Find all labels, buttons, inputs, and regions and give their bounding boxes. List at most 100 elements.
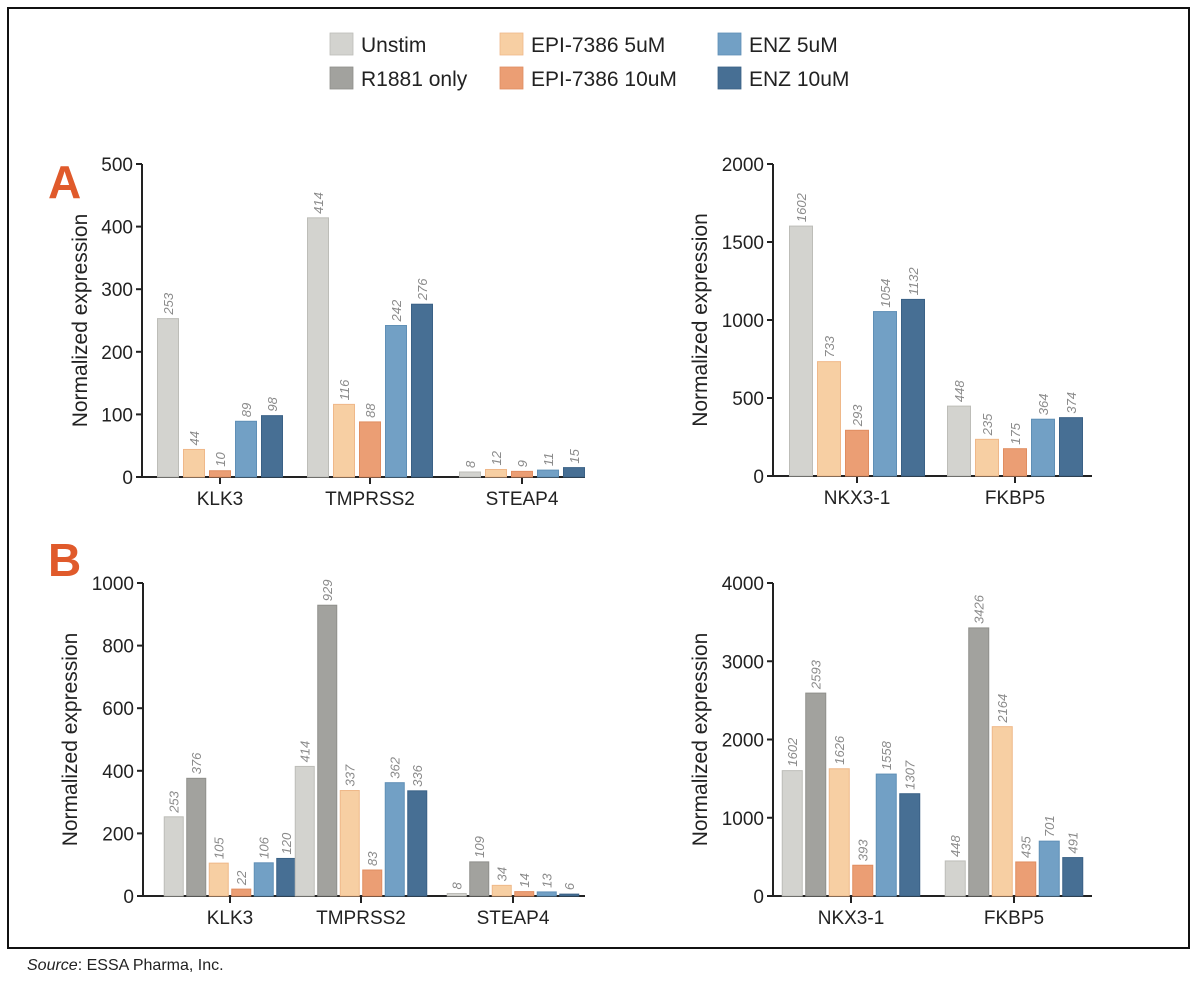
data-label: 89 bbox=[239, 403, 254, 417]
x-tick-label: TMPRSS2 bbox=[325, 489, 415, 510]
data-label: 414 bbox=[298, 741, 313, 763]
bar bbox=[537, 469, 559, 478]
bar bbox=[186, 777, 207, 897]
bar bbox=[899, 793, 921, 897]
y-tick-label: 100 bbox=[101, 405, 133, 426]
bar bbox=[485, 468, 507, 478]
y-tick-label: 0 bbox=[123, 887, 134, 908]
data-label: 6 bbox=[562, 882, 577, 890]
bar bbox=[469, 861, 490, 897]
data-label: 364 bbox=[1036, 394, 1051, 416]
source-text: : ESSA Pharma, Inc. bbox=[77, 957, 224, 974]
data-label: 253 bbox=[167, 790, 182, 813]
data-label: 1602 bbox=[785, 737, 800, 767]
y-tick-label: 2000 bbox=[722, 155, 764, 176]
bar bbox=[253, 862, 274, 897]
legend-item: Unstim bbox=[329, 32, 426, 57]
y-tick-label: 1000 bbox=[722, 311, 764, 332]
bar bbox=[209, 470, 231, 478]
data-label: 13 bbox=[540, 873, 555, 888]
bar bbox=[1038, 840, 1060, 897]
x-tick-label: KLK3 bbox=[197, 489, 243, 510]
bar bbox=[276, 857, 297, 897]
legend-item: EPI-7386 5uM bbox=[499, 32, 665, 57]
legend-swatch bbox=[717, 66, 742, 90]
bar bbox=[944, 860, 966, 897]
data-label: 733 bbox=[822, 335, 837, 357]
bar bbox=[852, 864, 874, 897]
bar bbox=[362, 869, 383, 897]
data-label: 10 bbox=[213, 452, 228, 467]
y-tick-label: 0 bbox=[122, 468, 133, 489]
data-label: 1626 bbox=[832, 735, 847, 765]
bar bbox=[805, 692, 827, 897]
bar bbox=[975, 438, 999, 477]
data-label: 15 bbox=[567, 448, 582, 463]
bar bbox=[559, 893, 580, 897]
source-note: Source: ESSA Pharma, Inc. bbox=[27, 957, 224, 975]
bar bbox=[446, 892, 467, 897]
y-tick-label: 400 bbox=[102, 762, 134, 783]
data-label: 120 bbox=[279, 832, 294, 854]
data-label: 448 bbox=[948, 834, 963, 856]
legend-label: ENZ 5uM bbox=[749, 34, 838, 57]
bar bbox=[901, 298, 925, 477]
data-label: 2164 bbox=[995, 694, 1010, 724]
x-tick-label: STEAP4 bbox=[486, 489, 559, 510]
data-label: 109 bbox=[472, 836, 487, 858]
panel-letter-b: B bbox=[48, 534, 81, 586]
bar bbox=[459, 471, 481, 478]
data-label: 3426 bbox=[972, 594, 987, 624]
bar bbox=[781, 770, 803, 897]
data-label: 175 bbox=[1008, 422, 1023, 444]
figure-frame bbox=[7, 7, 1190, 949]
legend-item: EPI-7386 10uM bbox=[499, 66, 677, 91]
chart-b-right: 0 1000 2000 3000 4000 Normalized expression NK… bbox=[689, 574, 1092, 929]
data-label: 88 bbox=[363, 403, 378, 418]
y-tick-label: 300 bbox=[101, 280, 133, 301]
y-tick-label: 500 bbox=[101, 155, 133, 176]
bar bbox=[359, 421, 381, 478]
legend-label: R1881 only bbox=[361, 68, 468, 91]
y-axis-label: Normalized expression bbox=[689, 213, 712, 427]
data-label: 9 bbox=[515, 460, 530, 467]
legend-item: ENZ 5uM bbox=[717, 32, 838, 57]
x-tick-label: NKX3-1 bbox=[818, 908, 885, 929]
x-tick-label: FKBP5 bbox=[984, 908, 1044, 929]
legend-label: ENZ 10uM bbox=[749, 68, 849, 91]
legend-label: EPI-7386 5uM bbox=[531, 34, 665, 57]
data-label: 8 bbox=[450, 881, 465, 889]
data-label: 34 bbox=[495, 867, 510, 881]
bar bbox=[294, 765, 315, 897]
data-label: 293 bbox=[850, 404, 865, 427]
legend-swatch bbox=[329, 66, 354, 90]
y-tick-label: 0 bbox=[753, 887, 764, 908]
y-tick-label: 3000 bbox=[722, 652, 764, 673]
data-label: 1054 bbox=[878, 279, 893, 308]
bar bbox=[261, 415, 283, 478]
y-axis-label: Normalized expression bbox=[689, 633, 712, 847]
data-label: 276 bbox=[415, 278, 430, 301]
bar bbox=[1059, 417, 1083, 477]
bar bbox=[339, 790, 360, 897]
y-axis-label: Normalized expression bbox=[69, 214, 92, 428]
bar bbox=[511, 470, 533, 478]
x-tick-label: TMPRSS2 bbox=[316, 908, 406, 929]
legend-label: Unstim bbox=[361, 34, 426, 57]
bar bbox=[183, 448, 205, 478]
data-label: 12 bbox=[489, 450, 504, 465]
bar bbox=[208, 862, 229, 897]
bar bbox=[875, 773, 897, 897]
data-label: 22 bbox=[234, 870, 249, 886]
data-label: 393 bbox=[856, 839, 871, 861]
chart-a-right: 0 500 1000 1500 2000 Normalized expression NKX… bbox=[689, 155, 1092, 509]
bar bbox=[828, 768, 850, 897]
bar bbox=[317, 604, 338, 897]
data-label: 414 bbox=[311, 192, 326, 214]
chart-a-left: 0 100 200 300 400 500 Normalized expression KLK… bbox=[69, 155, 585, 510]
y-tick-label: 200 bbox=[101, 343, 133, 364]
data-label: 253 bbox=[161, 292, 176, 315]
legend-swatch bbox=[499, 32, 524, 56]
bar bbox=[163, 816, 184, 897]
